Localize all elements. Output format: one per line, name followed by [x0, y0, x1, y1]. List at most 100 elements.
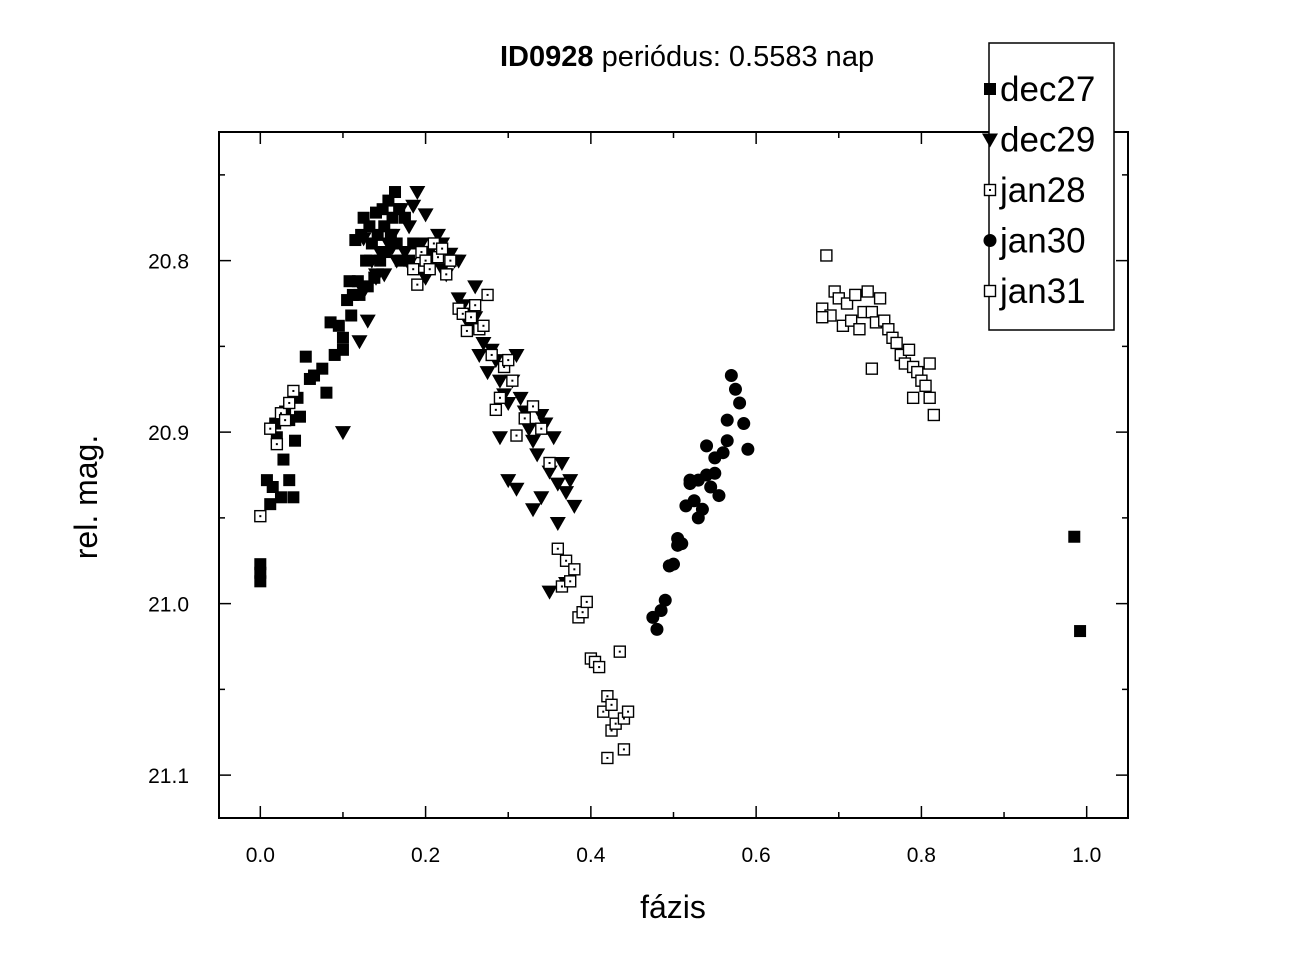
legend-item-dec29: dec29 — [982, 121, 1095, 160]
legend-box — [988, 42, 1115, 331]
data-point-dec29 — [417, 208, 434, 223]
data-point-jan28 — [481, 288, 494, 302]
data-point-jan28 — [460, 324, 474, 338]
data-point-jan31 — [844, 314, 858, 327]
data-point-jan28 — [406, 263, 420, 276]
data-point-dec27 — [266, 481, 279, 494]
data-point-jan28 — [617, 743, 631, 756]
data-point-jan28 — [506, 374, 519, 387]
chart-title-period: periódus: 0.5583 nap — [594, 41, 875, 73]
data-point-jan28 — [526, 400, 540, 413]
data-point-dec27 — [316, 362, 329, 375]
data-point-dec29 — [467, 280, 484, 295]
data-point-dec29 — [384, 240, 401, 255]
data-point-jan30 — [720, 434, 734, 448]
data-point-dec29 — [396, 246, 413, 261]
y-tick-label: 20.9 — [148, 422, 189, 445]
data-point-jan28 — [518, 412, 531, 425]
data-point-jan31 — [865, 362, 879, 375]
series-jan30 — [646, 369, 755, 636]
data-point-jan31 — [890, 336, 903, 350]
data-point-jan31 — [923, 357, 936, 370]
data-point-dec29 — [372, 246, 389, 261]
data-point-jan28 — [502, 353, 515, 367]
legend-item-jan31: jan31 — [983, 272, 1086, 311]
data-point-dec27 — [293, 410, 306, 423]
data-point-jan30 — [728, 382, 742, 396]
data-point-dec29 — [533, 491, 550, 506]
data-points — [254, 186, 1087, 765]
legend-marker-dec27 — [984, 83, 996, 95]
x-tick-label: 0.6 — [742, 844, 771, 867]
data-point-dec27 — [332, 319, 345, 332]
data-point-dec27 — [389, 186, 402, 199]
data-point-jan28 — [468, 299, 482, 312]
data-point-jan28 — [592, 660, 606, 674]
data-point-dec29 — [512, 391, 529, 406]
data-point-jan31 — [927, 408, 941, 422]
data-point-jan28 — [489, 403, 503, 417]
data-point-jan28 — [477, 319, 490, 332]
y-tick-label: 21.1 — [148, 765, 189, 788]
data-point-dec29 — [529, 448, 546, 463]
data-point-dec29 — [351, 335, 368, 350]
data-point-dec29 — [355, 232, 372, 247]
data-point-dec29 — [500, 474, 517, 489]
data-point-dec29 — [491, 431, 508, 446]
data-point-jan30 — [708, 451, 722, 465]
x-axis-title: fázis — [640, 889, 706, 925]
data-point-dec29 — [355, 285, 372, 300]
data-point-dec29 — [525, 434, 542, 449]
data-point-dec27 — [264, 498, 277, 511]
data-point-dec27 — [336, 331, 349, 344]
data-point-dec27 — [299, 350, 312, 363]
data-point-jan31 — [873, 292, 887, 305]
data-point-jan30 — [720, 413, 734, 427]
data-point-dec29 — [541, 585, 558, 600]
x-tick-label: 0.2 — [411, 844, 440, 867]
data-point-jan28 — [564, 575, 577, 588]
data-point-jan28 — [613, 645, 626, 658]
data-point-dec27 — [1074, 625, 1087, 638]
data-point-dec29 — [413, 237, 430, 252]
y-tick-label: 20.8 — [148, 251, 189, 274]
data-point-dec29 — [471, 348, 488, 363]
data-point-dec27 — [351, 275, 364, 288]
data-point-dec29 — [392, 203, 409, 218]
data-point-dec29 — [508, 348, 525, 363]
data-point-jan28 — [411, 278, 424, 291]
x-tick-label: 0.4 — [576, 844, 606, 867]
data-point-jan28 — [621, 705, 635, 718]
x-tick-label: 1.0 — [1072, 844, 1101, 867]
data-point-jan28 — [435, 242, 449, 255]
data-point-jan28 — [270, 437, 284, 451]
data-point-jan28 — [568, 563, 581, 576]
data-point-jan28 — [601, 751, 614, 765]
data-point-dec29 — [401, 220, 418, 235]
data-point-dec29 — [359, 314, 376, 329]
data-point-jan30 — [691, 511, 705, 525]
data-point-jan28 — [423, 263, 436, 276]
data-point-jan30 — [662, 559, 676, 573]
data-point-jan28 — [543, 456, 556, 470]
data-point-dec29 — [525, 503, 542, 518]
data-point-jan30 — [741, 442, 755, 456]
data-point-jan28 — [535, 422, 548, 435]
data-point-dec27 — [283, 474, 296, 487]
data-point-dec29 — [479, 366, 496, 381]
data-point-jan31 — [861, 285, 874, 298]
data-point-jan28 — [605, 698, 618, 712]
chart-title-id: ID0928 — [500, 41, 594, 73]
data-point-jan28 — [464, 311, 478, 324]
data-point-dec27 — [287, 491, 300, 504]
data-point-jan30 — [700, 468, 714, 482]
data-point-jan28 — [576, 606, 589, 619]
data-point-jan28 — [597, 705, 610, 718]
data-point-jan28 — [254, 509, 267, 523]
data-point-jan30 — [683, 473, 697, 487]
data-point-dec29 — [384, 228, 401, 243]
data-point-jan31 — [919, 379, 932, 393]
data-point-dec27 — [254, 575, 267, 588]
data-point-jan28 — [444, 254, 457, 267]
legend-item-jan28: jan28 — [983, 171, 1086, 210]
